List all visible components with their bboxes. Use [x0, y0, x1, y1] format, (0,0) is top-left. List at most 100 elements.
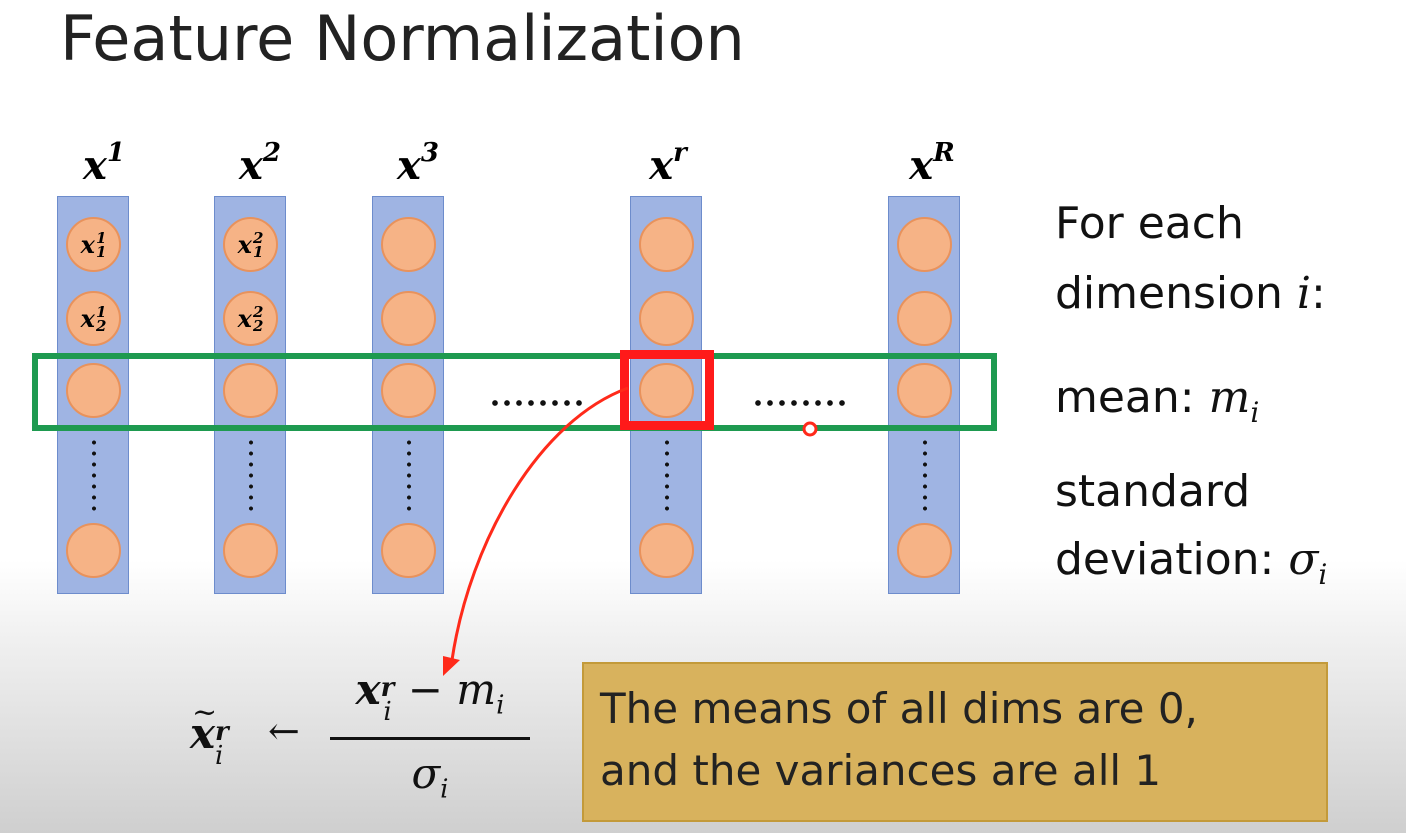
result-note-box: The means of all dims are 0, and the var…: [582, 662, 1328, 822]
node-label-sup: 2: [252, 302, 264, 321]
normalize-arrowhead: [443, 656, 460, 676]
column-header-base: x: [397, 142, 421, 189]
column-header-sup: 3: [420, 138, 439, 168]
side-line-dimension: dimension i:: [1055, 268, 1326, 319]
vector-node: [381, 523, 436, 578]
vector-node: [639, 217, 694, 272]
column-header-sup: r: [673, 138, 687, 168]
note-line-2: and the variances are all 1: [600, 746, 1162, 795]
node-label-base: x: [80, 304, 95, 333]
horizontal-ellipsis-right: [752, 400, 848, 406]
numerator-sup: r: [380, 673, 395, 703]
column-header-x3: x3: [358, 138, 478, 189]
numerator-sub: i: [383, 697, 392, 727]
std-sub: i: [1318, 557, 1328, 591]
node-label-sup: 1: [95, 228, 107, 247]
fraction-bar: [330, 737, 530, 740]
vertical-ellipsis: [923, 437, 927, 517]
node-label-base: x: [237, 230, 252, 259]
formula-lhs-base: x: [190, 709, 216, 758]
denominator-sigma: σ: [411, 749, 441, 798]
dimension-var: i: [1296, 268, 1311, 319]
column-header-base: x: [83, 142, 107, 189]
node-label-sub: 1: [252, 242, 264, 261]
mean-var: m: [1208, 372, 1251, 423]
node-label-base: x: [237, 304, 252, 333]
vector-node: [223, 523, 278, 578]
vector-node: [223, 363, 278, 418]
vector-node: [381, 217, 436, 272]
vector-node: [381, 291, 436, 346]
node-label-sub: 2: [252, 316, 264, 335]
denominator-sub: i: [440, 774, 449, 805]
column-header-xr: xr: [608, 138, 728, 189]
vector-node: [897, 291, 952, 346]
vector-node: [66, 523, 121, 578]
normalize-arrow: [450, 386, 629, 661]
column-header-base: x: [909, 142, 934, 189]
vector-node: [897, 363, 952, 418]
formula-lhs-sup: r: [215, 717, 229, 747]
vector-node: [639, 363, 694, 418]
mean-label: mean:: [1055, 372, 1209, 423]
feature-vector-3: [372, 196, 444, 594]
dimension-colon: :: [1311, 268, 1326, 319]
node-label-sup: 2: [252, 228, 264, 247]
column-header-x1: x1: [44, 138, 164, 189]
column-header-sup: 1: [106, 138, 125, 168]
dimension-label: dimension: [1055, 268, 1297, 319]
vertical-ellipsis: [249, 437, 253, 517]
node-label-sup: 1: [95, 302, 107, 321]
dimension-row-box: [32, 353, 997, 431]
node-label-sub: 1: [95, 242, 107, 261]
vertical-ellipsis: [407, 437, 411, 517]
tilde-mark: ~: [192, 695, 218, 730]
formula-arrow: ←: [268, 709, 300, 753]
side-line-deviation: deviation: σi: [1055, 534, 1327, 591]
side-line-mean: mean: mi: [1055, 372, 1259, 429]
vector-node: [897, 217, 952, 272]
formula-lhs-sub: i: [215, 741, 224, 771]
vector-node: [66, 363, 121, 418]
feature-vector-r: [630, 196, 702, 594]
vector-node: [897, 523, 952, 578]
pointer-dot-icon: [802, 421, 818, 437]
column-header-x2: x2: [200, 138, 320, 189]
slide-title: Feature Normalization: [60, 2, 745, 75]
mean-sub: i: [1250, 395, 1260, 429]
vertical-ellipsis: [665, 437, 669, 517]
column-header-sup: 2: [262, 138, 281, 168]
feature-vector-R: [888, 196, 960, 594]
numerator-m: m: [456, 665, 497, 714]
vector-node: [639, 523, 694, 578]
column-header-base: x: [649, 142, 674, 189]
vertical-ellipsis: [92, 437, 96, 517]
side-line-standard: standard: [1055, 466, 1251, 517]
std-var: σ: [1288, 534, 1319, 585]
note-line-1: The means of all dims are 0,: [600, 684, 1198, 733]
horizontal-ellipsis-left: [489, 400, 585, 406]
formula-denominator: σi: [330, 749, 530, 804]
vector-node: [381, 363, 436, 418]
numerator-m-sub: i: [496, 690, 505, 721]
numerator-minus: −: [394, 665, 457, 714]
vector-node: [639, 291, 694, 346]
column-header-sup: R: [933, 138, 955, 168]
std-label: deviation:: [1055, 534, 1289, 585]
node-label-sub: 2: [95, 316, 107, 335]
column-header-base: x: [239, 142, 263, 189]
